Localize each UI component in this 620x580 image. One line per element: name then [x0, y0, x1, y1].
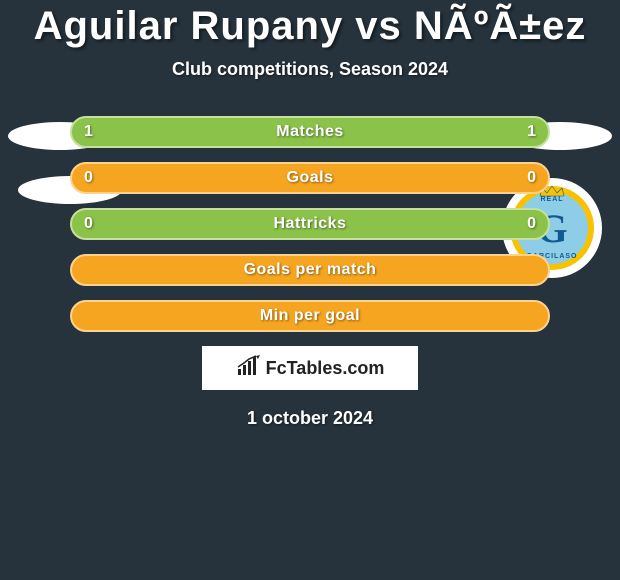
stat-row-min-per-goal: Min per goal — [70, 300, 550, 332]
stat-label: Hattricks — [274, 215, 347, 233]
stat-row-goals-per-match: Goals per match — [70, 254, 550, 286]
stat-row-hattricks: 0 Hattricks 0 — [70, 208, 550, 240]
date-label: 1 october 2024 — [0, 408, 620, 429]
fctables-brand-box[interactable]: FcTables.com — [202, 346, 418, 390]
stat-left-value: 1 — [84, 123, 93, 141]
stat-row-matches: 1 Matches 1 — [70, 116, 550, 148]
stat-label: Matches — [276, 123, 344, 141]
stat-left-value: 0 — [84, 169, 93, 187]
page-title: Aguilar Rupany vs NÃºÃ±ez — [0, 0, 620, 49]
stat-left-value: 0 — [84, 215, 93, 233]
page-subtitle: Club competitions, Season 2024 — [0, 59, 620, 80]
stat-row-goals: 0 Goals 0 — [70, 162, 550, 194]
stat-label: Goals — [287, 169, 334, 187]
stat-right-value: 1 — [527, 123, 536, 141]
stat-label: Min per goal — [260, 307, 360, 325]
stat-label: Goals per match — [244, 261, 377, 279]
bar-chart-icon — [236, 355, 262, 382]
stat-right-value: 0 — [527, 215, 536, 233]
fctables-brand-text: FcTables.com — [266, 358, 385, 379]
stat-right-value: 0 — [527, 169, 536, 187]
stats-container: 1 Matches 1 0 Goals 0 0 Hattricks 0 Goal… — [70, 116, 550, 332]
